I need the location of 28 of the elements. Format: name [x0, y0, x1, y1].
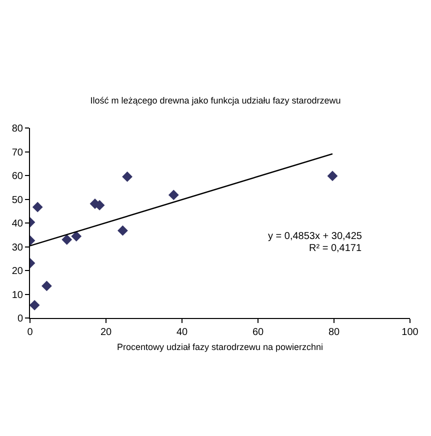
point: [71, 231, 82, 242]
y-tick-label: 20: [12, 266, 24, 277]
x-tick-label: 0: [27, 327, 34, 338]
x-tick-label: 60: [252, 327, 264, 338]
point: [32, 202, 43, 212]
y-tick-label: 70: [12, 147, 24, 158]
y-tick-label: 40: [12, 218, 24, 230]
point: [30, 300, 40, 310]
y-tick-label: 80: [12, 124, 24, 134]
point: [168, 190, 179, 200]
x-axis-title: Procentowy udział fazy starodrzewu na powierzchni: [116, 342, 324, 352]
y-tick-label: 30: [12, 242, 24, 254]
point: [62, 234, 72, 245]
y-tick-label: 60: [12, 171, 24, 182]
x-tick-label: 80: [328, 327, 340, 338]
x-tick-label: 20: [100, 327, 112, 338]
annotation: R² = 0,4171: [309, 243, 362, 254]
y-tick-label: 0: [17, 314, 24, 324]
x-tick-label: 100: [402, 327, 419, 338]
chart-title: Ilość m leżącego drewna jako funkcja udziału fazy starodrzewu: [90, 95, 341, 106]
annotation: y = 0,4853x + 30,425: [268, 231, 362, 242]
y-tick-label: 10: [12, 290, 24, 301]
point: [42, 280, 52, 292]
point: [118, 225, 128, 236]
point: [327, 170, 338, 182]
x-tick-label: 40: [176, 327, 188, 338]
point: [122, 171, 132, 182]
y-tick-label: 50: [12, 194, 24, 206]
